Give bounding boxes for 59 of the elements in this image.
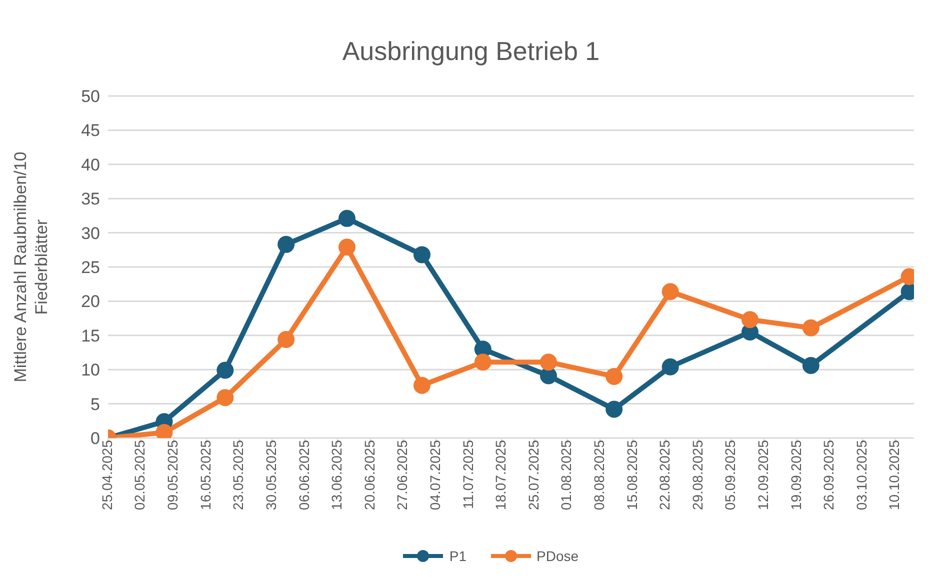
x-tick-label: 02.05.2025 xyxy=(132,440,148,510)
x-tick-label: 08.08.2025 xyxy=(590,440,607,510)
chart-title: Ausbringung Betrieb 1 xyxy=(341,35,601,68)
y-tick-label: 0 xyxy=(90,429,100,448)
x-tick-label: 22.08.2025 xyxy=(656,440,673,510)
x-tick-label: 06.06.2025 xyxy=(296,440,312,510)
legend-label: PDose xyxy=(536,548,579,564)
x-tick-label: 13.06.2025 xyxy=(328,440,345,510)
x-tick-label: 30.05.2025 xyxy=(262,440,279,510)
x-tick-label: 09.05.2025 xyxy=(164,440,181,510)
y-tick-label: 30 xyxy=(81,224,100,243)
x-tick-label: 27.06.2025 xyxy=(394,440,410,510)
point xyxy=(606,368,623,385)
y-tick-label: 5 xyxy=(90,394,100,414)
y-tick-label: 25 xyxy=(81,258,100,278)
x-tick-label: 25.07.2025 xyxy=(525,440,542,510)
y-tick-label: 40 xyxy=(81,155,100,174)
point xyxy=(802,319,820,336)
y-tick-label: 45 xyxy=(81,121,100,140)
x-tick-label: 29.08.2025 xyxy=(689,440,706,510)
y-tick-label: 10 xyxy=(81,360,100,380)
y-axis-title: Mittlere Anzahl Raubmilben/10 Fiederblätter xyxy=(11,152,51,382)
x-tick-label: 25.04.2025 xyxy=(98,440,115,510)
x-tick-label: 19.09.2025 xyxy=(788,440,804,510)
x-tick-label: 01.08.2025 xyxy=(558,440,574,510)
point xyxy=(413,376,430,394)
point xyxy=(338,210,356,227)
y-tick-label: 35 xyxy=(81,190,100,209)
legend-label: P1 xyxy=(448,548,467,564)
y-tick-label: 50 xyxy=(81,87,100,106)
point xyxy=(413,246,430,264)
x-tick-label: 11.07.2025 xyxy=(460,440,476,510)
x-tick-label: 12.09.2025 xyxy=(754,440,771,510)
x-tick-label: 26.09.2025 xyxy=(820,440,837,510)
point xyxy=(338,238,356,256)
point xyxy=(474,354,492,371)
y-tick-label: 20 xyxy=(81,292,100,312)
point xyxy=(662,283,679,300)
x-tick-label: 15.08.2025 xyxy=(624,440,640,510)
point xyxy=(606,400,623,418)
x-tick-label: 10.10.2025 xyxy=(886,440,902,510)
point xyxy=(662,358,679,376)
point xyxy=(540,354,557,371)
x-tick-label: 20.06.2025 xyxy=(361,440,378,510)
point xyxy=(278,236,295,253)
x-tick-label: 04.07.2025 xyxy=(426,440,443,510)
point xyxy=(216,389,234,406)
point xyxy=(741,311,758,328)
point xyxy=(802,356,820,374)
x-tick-label: 03.10.2025 xyxy=(853,440,870,510)
x-tick-label: 18.07.2025 xyxy=(492,440,509,510)
x-tick-label: 16.05.2025 xyxy=(197,440,214,510)
y-tick-label: 15 xyxy=(81,326,100,346)
point xyxy=(540,367,557,384)
x-tick-label: 05.09.2025 xyxy=(722,440,738,510)
point xyxy=(474,340,492,358)
point xyxy=(278,331,295,348)
x-tick-label: 23.05.2025 xyxy=(230,440,246,510)
point xyxy=(216,362,234,379)
